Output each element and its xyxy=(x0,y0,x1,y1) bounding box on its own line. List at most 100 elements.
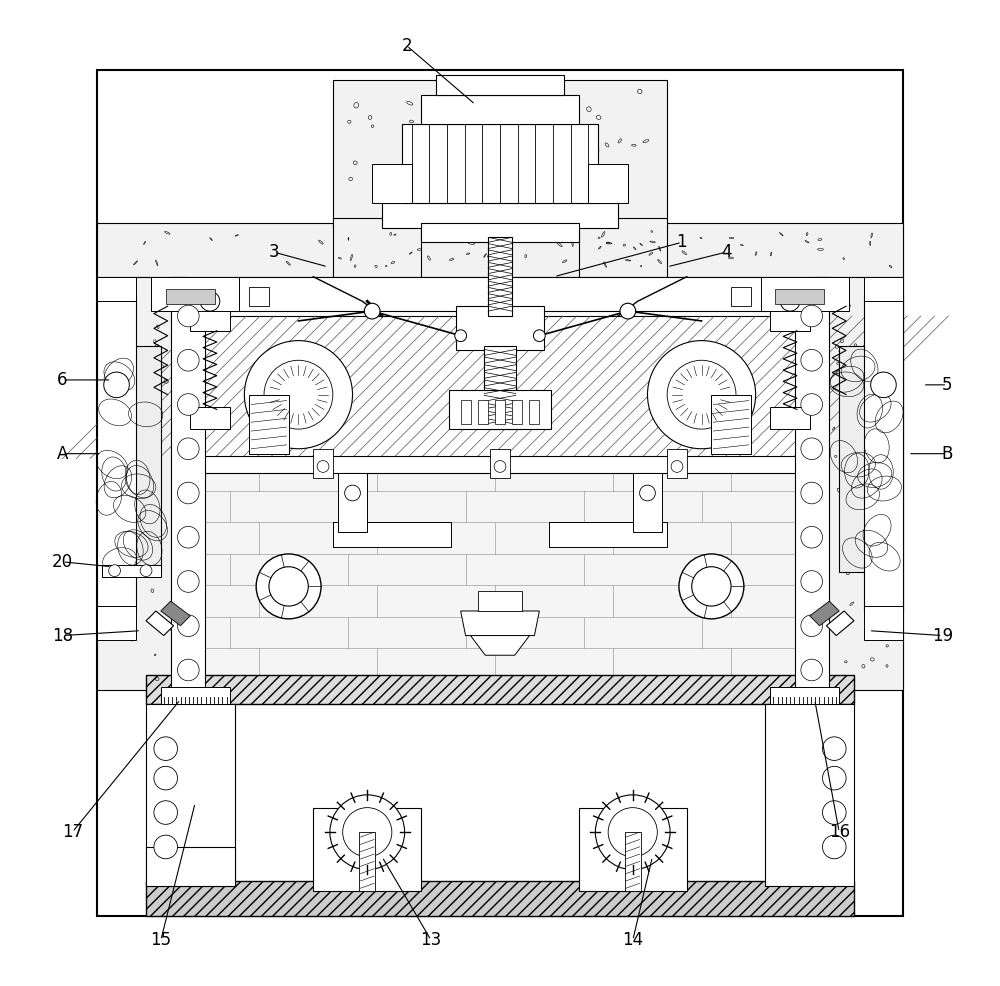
Bar xyxy=(333,523,451,547)
Polygon shape xyxy=(810,601,839,626)
Bar xyxy=(102,345,161,572)
Text: 15: 15 xyxy=(150,932,171,950)
Circle shape xyxy=(671,460,683,472)
Bar xyxy=(490,449,510,478)
Bar xyxy=(815,277,903,689)
Bar xyxy=(359,832,375,891)
Bar xyxy=(190,407,230,429)
Circle shape xyxy=(801,438,822,459)
Circle shape xyxy=(256,554,321,619)
Circle shape xyxy=(154,737,178,760)
Text: A: A xyxy=(57,445,68,462)
Text: 2: 2 xyxy=(401,36,412,54)
Circle shape xyxy=(822,835,846,859)
Bar xyxy=(372,164,412,203)
Text: B: B xyxy=(942,445,953,462)
Polygon shape xyxy=(826,611,854,636)
Text: 20: 20 xyxy=(52,553,73,571)
Bar xyxy=(200,456,800,473)
Bar xyxy=(313,449,333,478)
Text: 4: 4 xyxy=(721,244,731,261)
Circle shape xyxy=(178,527,199,548)
Circle shape xyxy=(801,571,822,593)
Bar xyxy=(484,345,516,429)
Bar xyxy=(97,277,185,689)
Bar xyxy=(667,449,687,478)
Text: 13: 13 xyxy=(421,932,442,950)
Bar xyxy=(436,75,564,95)
Circle shape xyxy=(178,571,199,593)
Bar xyxy=(421,95,579,124)
Circle shape xyxy=(595,795,670,870)
Circle shape xyxy=(640,485,655,501)
Bar xyxy=(579,808,687,891)
Bar xyxy=(97,606,136,641)
Circle shape xyxy=(178,393,199,415)
Circle shape xyxy=(244,340,353,449)
Text: 14: 14 xyxy=(622,932,643,950)
Text: 17: 17 xyxy=(62,823,83,841)
Bar xyxy=(449,389,551,429)
Bar xyxy=(402,124,598,203)
Circle shape xyxy=(178,438,199,459)
Circle shape xyxy=(801,615,822,637)
Circle shape xyxy=(494,460,506,472)
Circle shape xyxy=(269,567,308,606)
Circle shape xyxy=(780,292,800,312)
Circle shape xyxy=(364,304,380,318)
Bar xyxy=(97,277,136,302)
Circle shape xyxy=(109,565,120,577)
Bar xyxy=(731,287,751,307)
Bar xyxy=(333,80,667,228)
Circle shape xyxy=(264,360,333,429)
Circle shape xyxy=(317,460,329,472)
Bar xyxy=(775,290,824,305)
Circle shape xyxy=(801,393,822,415)
Circle shape xyxy=(178,482,199,504)
Circle shape xyxy=(679,554,744,619)
Circle shape xyxy=(343,808,392,857)
Bar xyxy=(171,277,205,689)
Circle shape xyxy=(608,808,657,857)
Circle shape xyxy=(104,372,129,397)
Circle shape xyxy=(154,835,178,859)
Bar xyxy=(549,523,667,547)
Bar xyxy=(146,847,235,886)
Bar xyxy=(711,394,751,454)
Bar xyxy=(97,70,903,916)
Bar xyxy=(313,808,421,891)
Circle shape xyxy=(801,482,822,504)
Bar xyxy=(146,881,854,916)
Circle shape xyxy=(455,329,467,341)
Polygon shape xyxy=(161,601,190,626)
Bar xyxy=(770,407,810,429)
Bar xyxy=(249,287,269,307)
Circle shape xyxy=(822,801,846,824)
Bar xyxy=(205,277,795,312)
Text: 3: 3 xyxy=(269,244,279,261)
Bar xyxy=(770,307,810,330)
Circle shape xyxy=(345,485,360,501)
Circle shape xyxy=(154,766,178,790)
Text: 16: 16 xyxy=(829,823,850,841)
Circle shape xyxy=(330,795,405,870)
Circle shape xyxy=(178,660,199,680)
Circle shape xyxy=(200,292,220,312)
Bar xyxy=(579,218,667,277)
Bar xyxy=(382,203,618,228)
Bar xyxy=(200,317,800,458)
Bar xyxy=(200,468,800,679)
Circle shape xyxy=(533,329,545,341)
Bar xyxy=(97,297,136,611)
Text: 19: 19 xyxy=(932,626,953,645)
Bar xyxy=(190,307,230,330)
Bar xyxy=(512,399,522,424)
Circle shape xyxy=(801,306,822,326)
Bar xyxy=(529,399,539,424)
Bar xyxy=(478,592,522,611)
Bar xyxy=(421,223,579,243)
Polygon shape xyxy=(461,611,539,636)
Text: 18: 18 xyxy=(52,626,73,645)
Circle shape xyxy=(140,565,152,577)
Bar xyxy=(864,297,903,611)
